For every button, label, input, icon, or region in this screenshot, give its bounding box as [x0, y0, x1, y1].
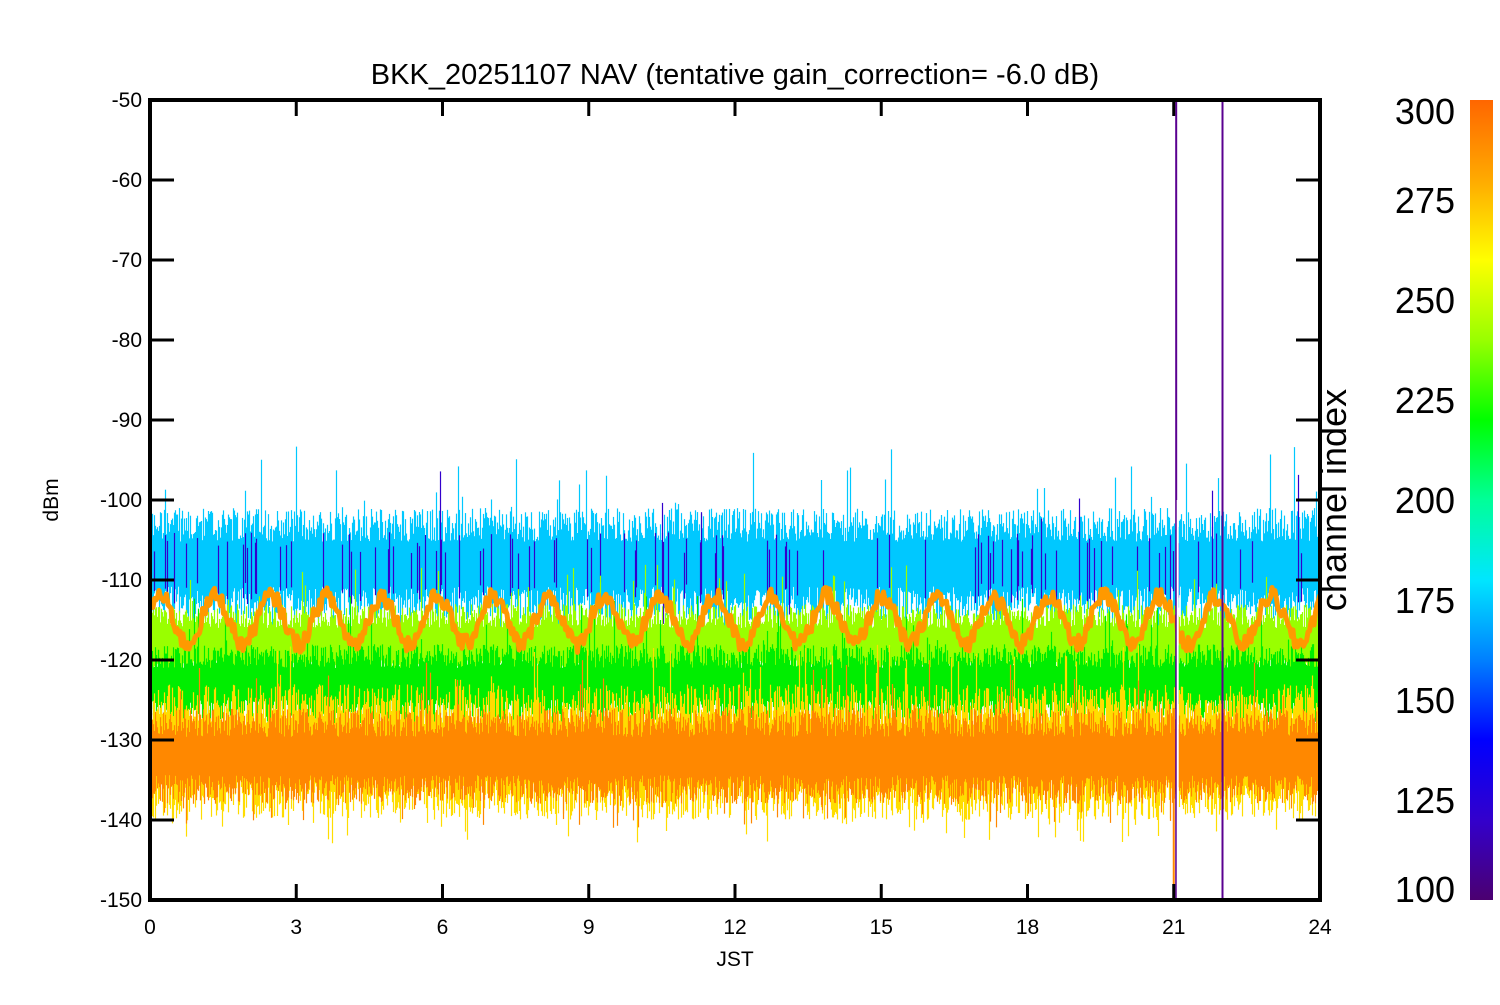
chart-title: BKK_20251107 NAV (tentative gain_correct…: [371, 59, 1099, 91]
plot-marks: [150, 100, 1320, 900]
